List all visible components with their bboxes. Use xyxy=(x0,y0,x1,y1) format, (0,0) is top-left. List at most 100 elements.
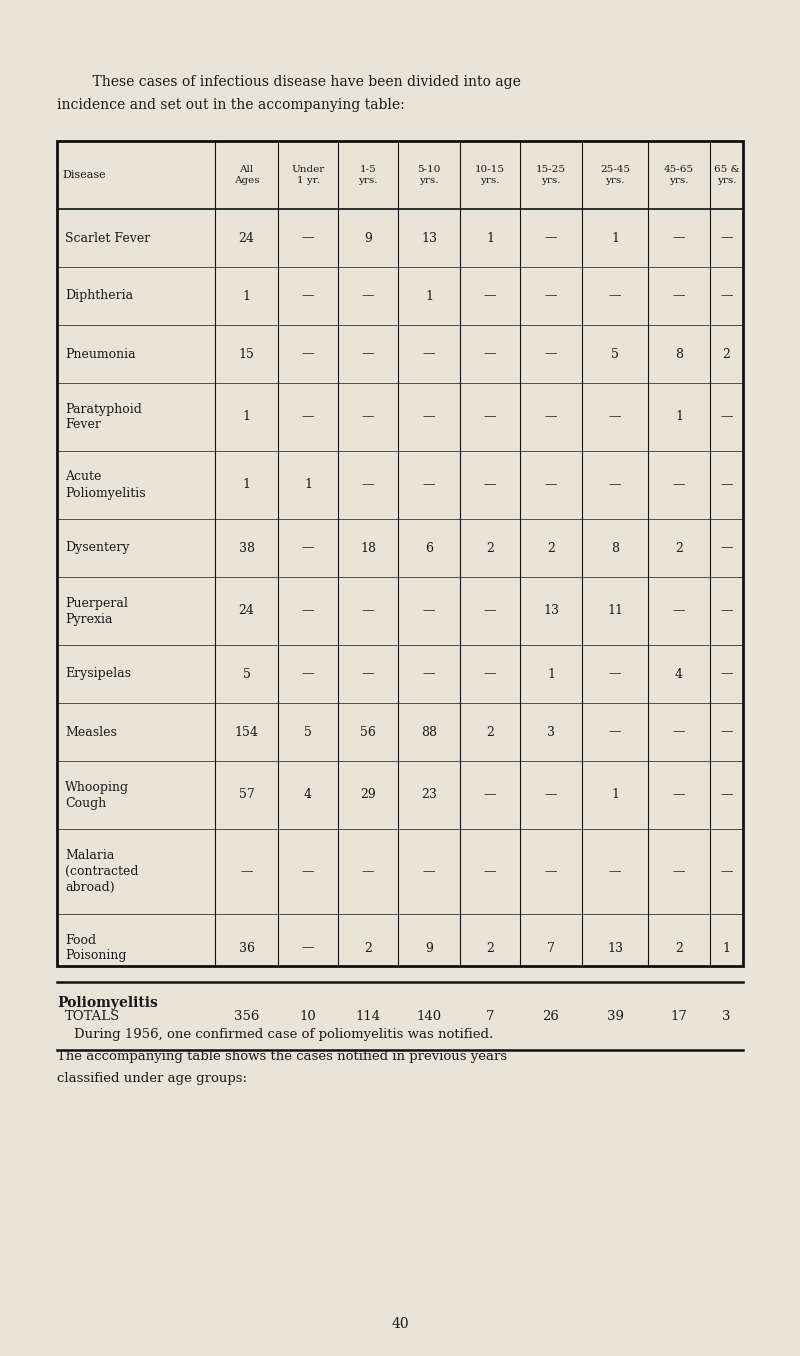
Text: 140: 140 xyxy=(417,1009,442,1022)
Text: —: — xyxy=(720,541,733,555)
Text: 8: 8 xyxy=(675,347,683,361)
Text: —: — xyxy=(545,411,558,423)
Text: —: — xyxy=(673,605,686,617)
Text: 1: 1 xyxy=(611,232,619,244)
Text: 5-10
yrs.: 5-10 yrs. xyxy=(418,165,441,184)
Text: 13: 13 xyxy=(543,605,559,617)
Text: 45-65
yrs.: 45-65 yrs. xyxy=(664,165,694,184)
Text: 24: 24 xyxy=(238,232,254,244)
Text: —: — xyxy=(545,347,558,361)
Text: 39: 39 xyxy=(606,1009,623,1022)
Text: —: — xyxy=(720,232,733,244)
Text: 57: 57 xyxy=(238,788,254,801)
Text: Whooping
Cough: Whooping Cough xyxy=(65,781,129,810)
Text: 1-5
yrs.: 1-5 yrs. xyxy=(358,165,378,184)
Text: —: — xyxy=(609,725,622,739)
Text: 56: 56 xyxy=(360,725,376,739)
Bar xyxy=(57,141,743,965)
Text: Malaria
(contracted
abroad): Malaria (contracted abroad) xyxy=(65,849,138,894)
Text: —: — xyxy=(422,347,435,361)
Text: —: — xyxy=(720,725,733,739)
Text: 15: 15 xyxy=(238,347,254,361)
Text: 17: 17 xyxy=(670,1009,687,1022)
Text: All
Ages: All Ages xyxy=(234,165,259,184)
Text: —: — xyxy=(422,479,435,491)
Text: —: — xyxy=(545,232,558,244)
Text: 2: 2 xyxy=(722,347,730,361)
Text: 1: 1 xyxy=(242,411,250,423)
Text: 36: 36 xyxy=(238,941,254,955)
Text: 154: 154 xyxy=(234,725,258,739)
Text: —: — xyxy=(609,667,622,681)
Text: 65 &
yrs.: 65 & yrs. xyxy=(714,165,739,184)
Text: —: — xyxy=(720,667,733,681)
Text: Paratyphoid
Fever: Paratyphoid Fever xyxy=(65,403,142,431)
Text: —: — xyxy=(673,865,686,877)
Text: —: — xyxy=(484,667,496,681)
Text: —: — xyxy=(362,289,374,302)
Text: The accompanying table shows the cases notified in previous years: The accompanying table shows the cases n… xyxy=(57,1050,507,1063)
Text: —: — xyxy=(673,232,686,244)
Text: —: — xyxy=(673,788,686,801)
Text: Under
1 yr.: Under 1 yr. xyxy=(291,165,325,184)
Text: incidence and set out in the accompanying table:: incidence and set out in the accompanyin… xyxy=(57,98,405,113)
Text: Measles: Measles xyxy=(65,725,117,739)
Text: —: — xyxy=(422,605,435,617)
Text: 7: 7 xyxy=(547,941,555,955)
Text: Pneumonia: Pneumonia xyxy=(65,347,136,361)
Text: —: — xyxy=(362,347,374,361)
Text: These cases of infectious disease have been divided into age: These cases of infectious disease have b… xyxy=(75,75,521,89)
Text: Dysentery: Dysentery xyxy=(65,541,130,555)
Text: —: — xyxy=(240,865,253,877)
Text: —: — xyxy=(720,788,733,801)
Text: 25-45
yrs.: 25-45 yrs. xyxy=(600,165,630,184)
Text: 2: 2 xyxy=(486,941,494,955)
Text: —: — xyxy=(720,411,733,423)
Text: —: — xyxy=(484,605,496,617)
Text: —: — xyxy=(484,289,496,302)
Text: 40: 40 xyxy=(391,1317,409,1332)
Text: 2: 2 xyxy=(486,541,494,555)
Text: 38: 38 xyxy=(238,541,254,555)
Text: 1: 1 xyxy=(242,479,250,491)
Text: Acute
Poliomyelitis: Acute Poliomyelitis xyxy=(65,471,146,499)
Text: —: — xyxy=(362,479,374,491)
Text: —: — xyxy=(422,865,435,877)
Text: 2: 2 xyxy=(547,541,555,555)
Text: —: — xyxy=(609,865,622,877)
Text: 8: 8 xyxy=(611,541,619,555)
Text: Scarlet Fever: Scarlet Fever xyxy=(65,232,150,244)
Text: —: — xyxy=(302,541,314,555)
Text: —: — xyxy=(422,411,435,423)
Text: —: — xyxy=(302,865,314,877)
Text: 1: 1 xyxy=(675,411,683,423)
Text: —: — xyxy=(302,411,314,423)
Text: 2: 2 xyxy=(364,941,372,955)
Text: 1: 1 xyxy=(486,232,494,244)
Text: —: — xyxy=(362,865,374,877)
Text: —: — xyxy=(720,479,733,491)
Text: —: — xyxy=(362,667,374,681)
Text: Puerperal
Pyrexia: Puerperal Pyrexia xyxy=(65,597,128,625)
Text: 5: 5 xyxy=(242,667,250,681)
Text: —: — xyxy=(673,725,686,739)
Text: —: — xyxy=(484,347,496,361)
Text: —: — xyxy=(362,605,374,617)
Text: —: — xyxy=(720,865,733,877)
Text: —: — xyxy=(302,289,314,302)
Text: —: — xyxy=(609,289,622,302)
Text: 2: 2 xyxy=(486,725,494,739)
Text: 13: 13 xyxy=(421,232,437,244)
Text: —: — xyxy=(484,788,496,801)
Text: 9: 9 xyxy=(364,232,372,244)
Text: 4: 4 xyxy=(675,667,683,681)
Text: 29: 29 xyxy=(360,788,376,801)
Text: —: — xyxy=(484,865,496,877)
Text: —: — xyxy=(720,605,733,617)
Text: During 1956, one confirmed case of poliomyelitis was notified.: During 1956, one confirmed case of polio… xyxy=(57,1028,494,1041)
Text: —: — xyxy=(545,865,558,877)
Text: 18: 18 xyxy=(360,541,376,555)
Text: 10: 10 xyxy=(300,1009,316,1022)
Text: —: — xyxy=(545,479,558,491)
Text: —: — xyxy=(673,479,686,491)
